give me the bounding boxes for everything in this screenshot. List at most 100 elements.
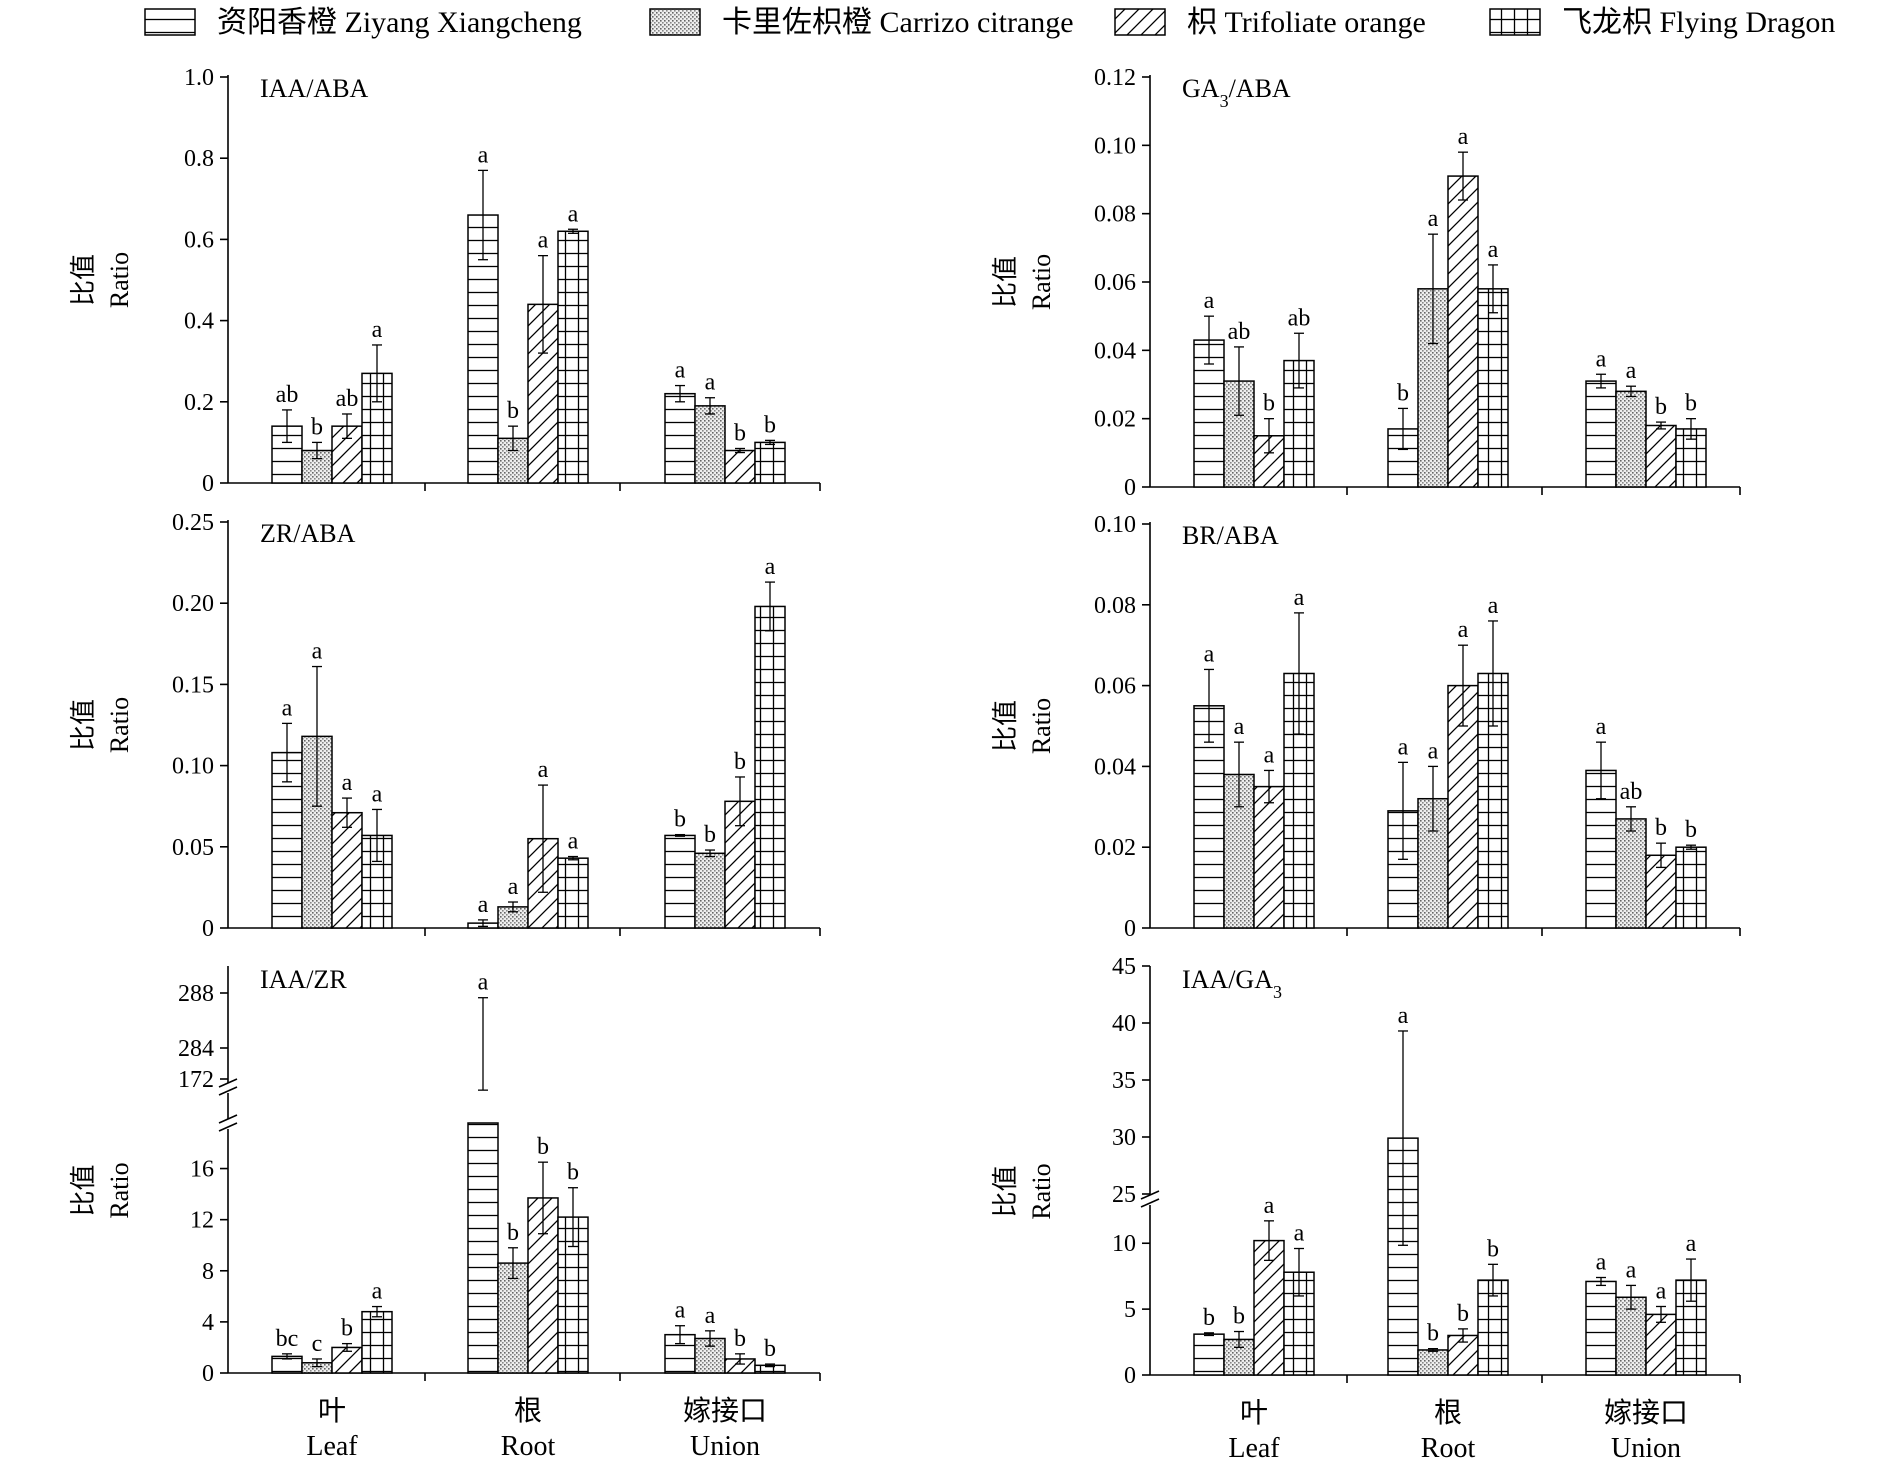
significance-label: a <box>312 639 323 665</box>
significance-label: b <box>1655 815 1667 841</box>
axis-break-gap <box>1140 1195 1160 1205</box>
significance-label: a <box>478 892 489 918</box>
significance-label: b <box>1397 380 1409 406</box>
significance-label: b <box>734 420 746 446</box>
y-tick-label: 0.02 <box>1094 835 1136 861</box>
axis-break-mark <box>218 1086 238 1096</box>
y-tick-label: 0.02 <box>1094 407 1136 433</box>
category-label-zh: 嫁接口 <box>683 1395 767 1427</box>
y-tick-label: 0.15 <box>172 672 214 698</box>
significance-label: b <box>704 822 716 848</box>
bar-cc <box>497 1262 529 1374</box>
y-tick-label: 0.04 <box>1094 754 1136 780</box>
y-tick-label: 45 <box>1112 954 1136 980</box>
y-tick-label: 284 <box>178 1036 214 1062</box>
significance-label: a <box>1398 734 1409 760</box>
bar-zy <box>1585 1280 1617 1376</box>
category-label-zh: 叶 <box>1240 1398 1268 1429</box>
bar-fd <box>1477 288 1509 488</box>
bar-cc <box>1615 818 1647 929</box>
significance-label: a <box>1264 742 1275 768</box>
significance-label: b <box>674 807 686 833</box>
panel-title: IAA/GA3 <box>1182 965 1282 1002</box>
significance-label: a <box>538 757 549 783</box>
significance-label: a <box>478 970 489 996</box>
significance-label: a <box>675 1298 686 1324</box>
legend-swatch-zy <box>144 8 196 36</box>
y-tick-label: 0.04 <box>1094 338 1136 364</box>
significance-label: b <box>1263 391 1275 417</box>
y-tick-label: 10 <box>1112 1231 1136 1257</box>
legend-item-zy: 资阳香橙 Ziyang Xiangcheng <box>144 6 582 39</box>
significance-label: a <box>1596 1250 1607 1276</box>
y-tick-label: 12 <box>190 1208 214 1234</box>
bar-to <box>724 449 756 484</box>
axis-break-mark <box>1140 1190 1160 1200</box>
y-tick-label: 0.10 <box>1094 512 1136 538</box>
significance-label: a <box>372 1279 383 1305</box>
axis-break-gap <box>218 1119 238 1129</box>
y-tick-label: 0 <box>202 916 214 942</box>
significance-label: b <box>1457 1301 1469 1327</box>
y-tick-label: 0 <box>202 471 214 497</box>
significance-label: a <box>1626 1257 1637 1283</box>
y-tick-label: 1.0 <box>184 65 214 91</box>
significance-label: ab <box>1228 319 1251 345</box>
y-axis-title-en: Ratio <box>105 1162 134 1218</box>
bar-fd <box>557 230 589 484</box>
bar-zy <box>1193 705 1225 929</box>
y-axis-title-zh: 比值 <box>69 699 98 751</box>
bar-fd <box>361 372 393 484</box>
bar-zy <box>664 834 696 929</box>
significance-label: b <box>1685 817 1697 843</box>
y-tick-label: 0.10 <box>172 754 214 780</box>
significance-label: a <box>1458 617 1469 643</box>
category-label-zh: 叶 <box>318 1396 346 1427</box>
significance-label: a <box>1596 346 1607 372</box>
y-tick-label: 0.10 <box>1094 133 1136 159</box>
significance-label: a <box>1294 1221 1305 1247</box>
y-tick-label: 0.8 <box>184 146 214 172</box>
y-tick-label: 0.05 <box>172 835 214 861</box>
y-axis-title-zh: 比值 <box>991 700 1020 752</box>
bar-to <box>1645 1313 1677 1376</box>
y-axis-title-zh: 比值 <box>69 254 98 306</box>
panel-title: GA3/ABA <box>1182 74 1291 111</box>
significance-label: bc <box>276 1326 299 1352</box>
significance-label: b <box>734 1326 746 1352</box>
significance-label: a <box>372 317 383 343</box>
significance-label: ab <box>1620 779 1643 805</box>
panel-title: BR/ABA <box>1182 521 1279 550</box>
bar-to <box>1447 175 1479 488</box>
category-label-en: Union <box>690 1431 760 1462</box>
bar-fd <box>557 857 589 929</box>
significance-label: b <box>507 1220 519 1246</box>
significance-label: a <box>1656 1278 1667 1304</box>
y-tick-label: 0.25 <box>172 510 214 536</box>
y-axis-title-zh: 比值 <box>69 1164 98 1216</box>
category-label-en: Leaf <box>306 1431 358 1462</box>
y-tick-label: 4 <box>202 1310 214 1336</box>
y-tick-label: 25 <box>1112 1182 1136 1208</box>
significance-label: b <box>567 1160 579 1186</box>
category-label-zh: 嫁接口 <box>1604 1397 1688 1429</box>
category-label-en: Root <box>501 1431 556 1462</box>
category-label-en: Union <box>1611 1433 1681 1464</box>
significance-label: b <box>1685 391 1697 417</box>
y-axis-title-en: Ratio <box>1027 254 1056 310</box>
significance-label: a <box>705 370 716 396</box>
significance-label: a <box>705 1303 716 1329</box>
y-tick-label: 35 <box>1112 1068 1136 1094</box>
significance-label: a <box>1428 738 1439 764</box>
significance-label: b <box>764 1336 776 1362</box>
significance-label: ab <box>336 386 359 412</box>
legend-label-cc: 卡里佐枳橙 Carrizo citrange <box>722 6 1074 39</box>
significance-label: a <box>282 695 293 721</box>
panel-title: IAA/ABA <box>260 74 369 103</box>
bar-cc <box>694 852 726 929</box>
significance-label: a <box>1294 585 1305 611</box>
y-tick-label: 0.2 <box>184 390 214 416</box>
